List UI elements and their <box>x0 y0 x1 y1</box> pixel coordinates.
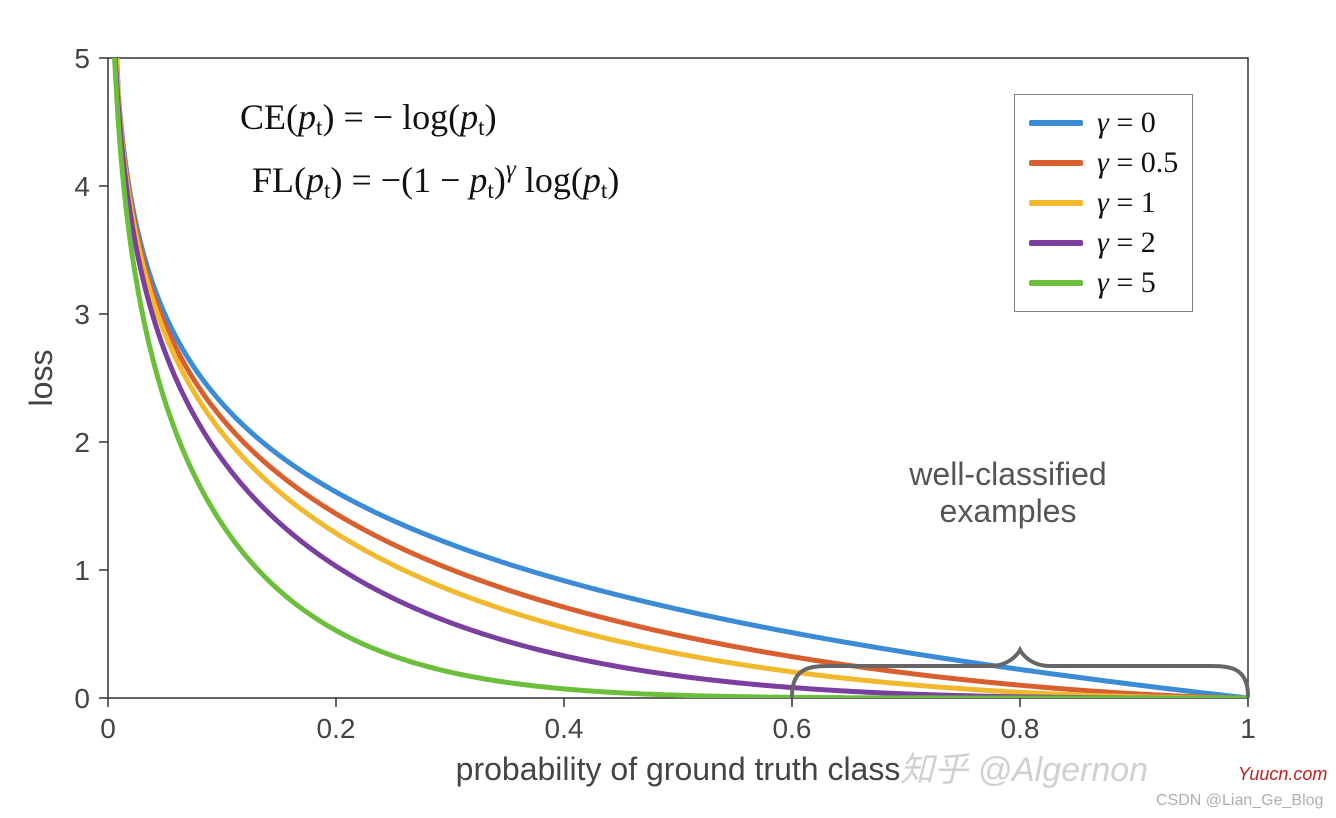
legend-label: γ = 0.5 <box>1097 146 1178 180</box>
annotation-line1: well-classified <box>909 456 1106 492</box>
legend-swatch <box>1029 120 1083 126</box>
legend-label: γ = 0 <box>1097 106 1156 140</box>
legend-label: γ = 1 <box>1097 186 1156 220</box>
legend: γ = 0 γ = 0.5 γ = 1 γ = 2 γ = 5 <box>1014 94 1193 312</box>
well-classified-annotation: well-classified examples <box>878 456 1138 530</box>
legend-item-gamma-5: γ = 5 <box>1029 263 1178 303</box>
formula-fl: FL(pt) = −(1 − pt)γ log(pt) <box>252 156 619 205</box>
legend-swatch <box>1029 280 1083 286</box>
legend-item-gamma-0.5: γ = 0.5 <box>1029 143 1178 183</box>
svg-text:5: 5 <box>74 43 90 74</box>
svg-text:0.2: 0.2 <box>317 713 356 744</box>
legend-swatch <box>1029 240 1083 246</box>
svg-text:1: 1 <box>74 555 90 586</box>
watermark-yuucn: Yuucn.com <box>1238 764 1327 785</box>
legend-swatch <box>1029 160 1083 166</box>
formula-ce: CE(pt) = − log(pt) <box>240 96 497 142</box>
annotation-line2: examples <box>940 493 1077 529</box>
svg-text:4: 4 <box>74 171 90 202</box>
svg-text:0: 0 <box>100 713 116 744</box>
svg-text:0.6: 0.6 <box>773 713 812 744</box>
svg-text:0.4: 0.4 <box>545 713 584 744</box>
legend-item-gamma-1: γ = 1 <box>1029 183 1178 223</box>
watermark-csdn: CSDN @Lian_Ge_Blog <box>1156 792 1323 810</box>
svg-text:1: 1 <box>1240 713 1256 744</box>
svg-text:2: 2 <box>74 427 90 458</box>
watermark-zhihu: 知乎 @Algernon <box>900 742 1148 791</box>
legend-item-gamma-0: γ = 0 <box>1029 103 1178 143</box>
legend-item-gamma-2: γ = 2 <box>1029 223 1178 263</box>
svg-text:0: 0 <box>74 683 90 714</box>
svg-text:0.8: 0.8 <box>1001 713 1040 744</box>
svg-text:probability of ground truth cl: probability of ground truth class <box>456 751 901 787</box>
legend-label: γ = 5 <box>1097 266 1156 300</box>
svg-text:3: 3 <box>74 299 90 330</box>
legend-label: γ = 2 <box>1097 226 1156 260</box>
legend-swatch <box>1029 200 1083 206</box>
svg-text:loss: loss <box>23 350 59 407</box>
